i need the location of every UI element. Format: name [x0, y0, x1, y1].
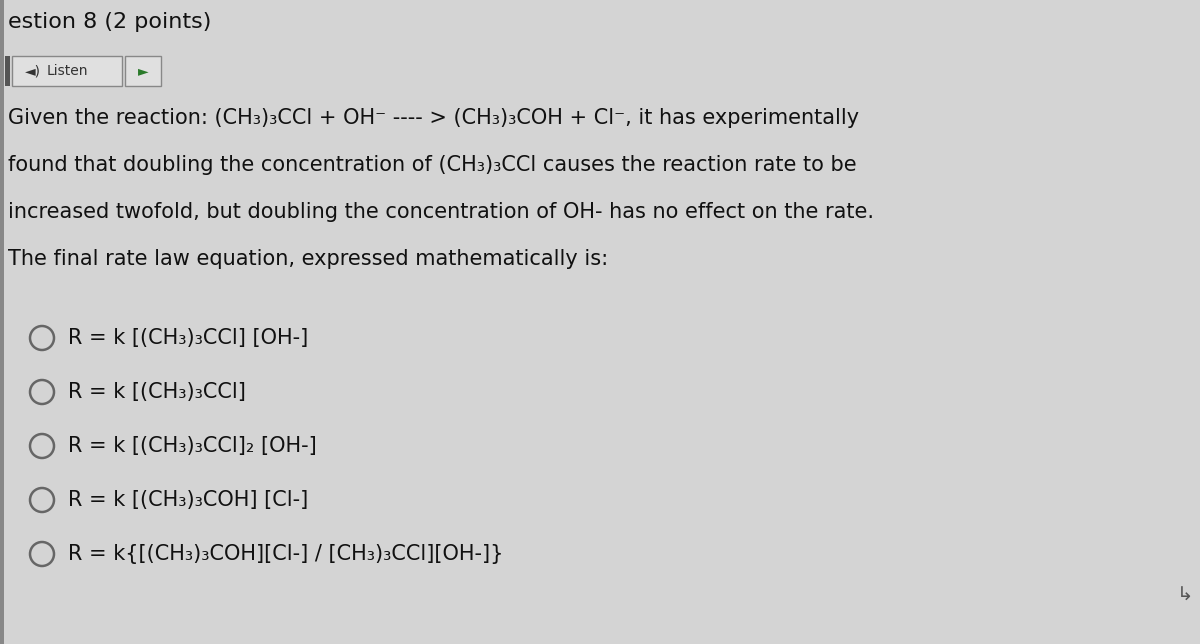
Text: R = k{[(CH₃)₃COH][Cl-] / [CH₃)₃CCl][OH-]}: R = k{[(CH₃)₃COH][Cl-] / [CH₃)₃CCl][OH-]…: [68, 544, 503, 564]
Text: Listen: Listen: [47, 64, 89, 78]
Text: ►: ►: [138, 64, 149, 78]
Text: The final rate law equation, expressed mathematically is:: The final rate law equation, expressed m…: [8, 249, 608, 269]
Text: ◄): ◄): [25, 64, 41, 78]
Bar: [5, 56, 10, 86]
FancyBboxPatch shape: [12, 56, 122, 86]
Text: R = k [(CH₃)₃CCl] [OH-]: R = k [(CH₃)₃CCl] [OH-]: [68, 328, 308, 348]
Text: found that doubling the concentration of (CH₃)₃CCl causes the reaction rate to b: found that doubling the concentration of…: [8, 155, 857, 175]
Bar: [0, 0, 4, 644]
Text: ↳: ↳: [1177, 585, 1193, 605]
Text: R = k [(CH₃)₃COH] [Cl-]: R = k [(CH₃)₃COH] [Cl-]: [68, 490, 308, 510]
Text: R = k [(CH₃)₃CCl]₂ [OH-]: R = k [(CH₃)₃CCl]₂ [OH-]: [68, 436, 317, 456]
Text: increased twofold, but doubling the concentration of OH- has no effect on the ra: increased twofold, but doubling the conc…: [8, 202, 874, 222]
Text: R = k [(CH₃)₃CCl]: R = k [(CH₃)₃CCl]: [68, 382, 246, 402]
Text: estion 8 (2 points): estion 8 (2 points): [8, 12, 211, 32]
Text: Given the reaction: (CH₃)₃CCl + OH⁻ ---- > (CH₃)₃COH + Cl⁻, it has experimentall: Given the reaction: (CH₃)₃CCl + OH⁻ ----…: [8, 108, 859, 128]
FancyBboxPatch shape: [125, 56, 161, 86]
